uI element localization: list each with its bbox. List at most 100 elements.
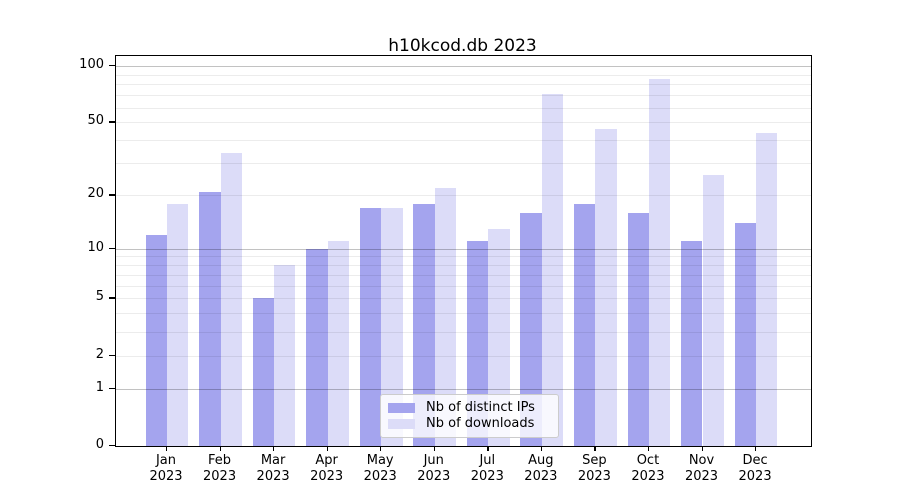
x-tick-year: 2023 (524, 469, 558, 484)
y-tick-mark (109, 65, 115, 67)
gridline-minor (116, 274, 811, 276)
y-tick-mark (109, 297, 115, 299)
legend-label-downloads: Nb of downloads (426, 416, 535, 431)
x-tick-label: Jul 2023 (455, 453, 519, 485)
bar-distinct-ips (306, 248, 328, 446)
x-tick-label: Apr 2023 (295, 453, 359, 485)
gridline-minor (116, 163, 811, 165)
gridline-minor (116, 355, 811, 357)
x-tick-mark (380, 446, 382, 451)
bar-distinct-ips (359, 208, 382, 446)
bar-downloads (381, 208, 403, 446)
bar-downloads (167, 203, 189, 446)
x-tick-year: 2023 (577, 469, 611, 484)
y-tick-mark (109, 121, 115, 123)
y-tick-label: 20 (87, 186, 104, 202)
x-tick-mark (701, 446, 703, 451)
bar-distinct-ips (681, 241, 703, 446)
x-tick-year: 2023 (470, 469, 504, 484)
plot-area: Nb of distinct IPs Nb of downloads (115, 55, 812, 447)
bar-distinct-ips (574, 203, 596, 446)
x-tick-label: Feb 2023 (188, 453, 252, 485)
bar-downloads (541, 93, 564, 446)
bar-distinct-ips (520, 212, 542, 446)
gridline-minor (116, 313, 811, 315)
x-tick-month: Mar (260, 453, 286, 468)
x-tick-mark (326, 446, 328, 451)
x-tick-label: Jun 2023 (402, 453, 466, 485)
gridline-minor (116, 74, 811, 76)
gridline-minor (116, 122, 811, 124)
gridline-minor (116, 195, 811, 197)
x-tick-month: Apr (315, 453, 338, 468)
gridline-major (116, 66, 811, 67)
bar-downloads (220, 153, 242, 446)
gridline-major (116, 248, 811, 250)
x-tick-month: Jun (423, 453, 444, 468)
x-tick-month: Nov (688, 453, 715, 468)
bar-downloads (756, 132, 778, 446)
x-tick-label: Aug 2023 (509, 453, 573, 485)
legend-entry-downloads: Nb of downloads (388, 416, 550, 432)
x-tick-year: 2023 (738, 469, 772, 484)
x-tick-label: May 2023 (348, 453, 412, 485)
x-tick-mark (433, 446, 436, 451)
y-tick-mark (109, 387, 115, 390)
bar-downloads (274, 265, 296, 446)
legend-label-distinct-ips: Nb of distinct IPs (426, 400, 535, 415)
x-tick-label: Mar 2023 (241, 453, 305, 485)
x-tick-year: 2023 (203, 469, 237, 484)
x-tick-mark (755, 446, 757, 451)
y-tick-label: 2 (95, 346, 104, 362)
x-tick-year: 2023 (417, 469, 451, 484)
y-tick-label: 5 (95, 289, 104, 305)
x-tick-year: 2023 (684, 469, 719, 484)
x-tick-month: Aug (528, 453, 554, 468)
gridline-minor (116, 298, 811, 300)
x-tick-year: 2023 (149, 469, 183, 484)
bar-downloads (595, 129, 617, 446)
x-tick-mark (166, 446, 168, 451)
x-tick-year: 2023 (363, 469, 397, 484)
bar-downloads (327, 241, 350, 446)
x-tick-year: 2023 (310, 469, 344, 484)
bar-downloads (434, 187, 457, 446)
gridline-minor (116, 256, 811, 258)
bar-distinct-ips (627, 212, 649, 446)
x-tick-label: Jan 2023 (134, 453, 198, 485)
legend-entry-distinct-ips: Nb of distinct IPs (388, 400, 550, 416)
gridline-minor (116, 331, 811, 333)
gridline-minor (116, 95, 811, 97)
bar-downloads (702, 174, 724, 446)
x-tick-label: Oct 2023 (616, 453, 680, 485)
bar-downloads (488, 228, 510, 446)
y-tick-label: 1 (95, 379, 104, 395)
chart-title: h10kcod.db 2023 (388, 36, 537, 56)
x-tick-year: 2023 (256, 469, 290, 484)
gridline-minor (116, 140, 811, 142)
y-tick-mark (109, 247, 115, 249)
x-tick-month: Feb (208, 453, 232, 468)
y-tick-mark (109, 445, 115, 447)
x-tick-month: Dec (742, 453, 768, 468)
gridline-minor (116, 265, 811, 267)
y-tick-mark (109, 354, 115, 356)
x-tick-label: Nov 2023 (670, 453, 734, 485)
legend-swatch-downloads (388, 419, 415, 429)
x-tick-label: Sep 2023 (562, 453, 626, 485)
bar-distinct-ips (145, 234, 167, 446)
y-tick-label: 10 (87, 239, 104, 255)
gridline-minor (116, 107, 811, 109)
bar-distinct-ips (413, 203, 435, 446)
legend: Nb of distinct IPs Nb of downloads (380, 394, 559, 438)
bar-distinct-ips (734, 223, 757, 446)
x-tick-mark (219, 446, 221, 451)
bar-distinct-ips (252, 298, 275, 446)
bar-downloads (648, 79, 671, 446)
x-tick-month: Jul (479, 453, 496, 468)
y-tick-label: 100 (79, 57, 104, 72)
x-tick-mark (487, 446, 489, 451)
y-tick-mark (109, 194, 115, 196)
bar-distinct-ips (199, 191, 221, 446)
